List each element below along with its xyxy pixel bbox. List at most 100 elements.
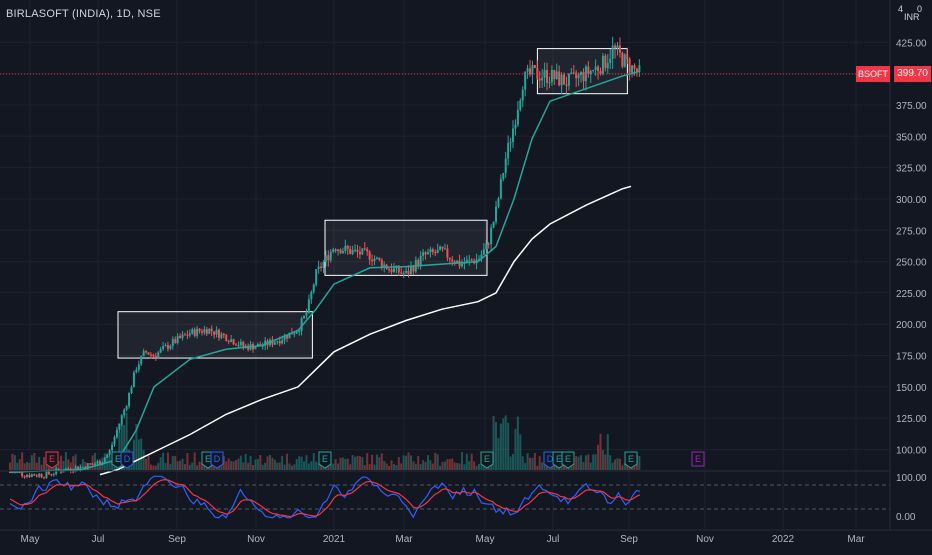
candle-body <box>130 387 133 393</box>
candle-body <box>436 249 439 254</box>
volume-bar <box>451 458 454 470</box>
candle-body <box>288 332 291 339</box>
volume-bar <box>203 464 206 470</box>
candle-body <box>356 249 359 252</box>
candle-body <box>162 346 165 350</box>
earnings-badge <box>691 451 705 467</box>
candle-body <box>599 70 602 75</box>
candle-body <box>492 221 495 228</box>
volume-bar <box>388 465 391 470</box>
volume-bar <box>307 463 310 470</box>
volume-bar <box>339 457 342 470</box>
candle-body <box>592 69 595 71</box>
volume-bar <box>137 439 140 470</box>
earnings-marker[interactable]: E <box>480 451 494 469</box>
candle-body <box>541 77 544 81</box>
volume-bar <box>614 459 617 470</box>
currency-label: INR <box>904 12 920 22</box>
volume-bar <box>256 459 259 470</box>
earnings-marker[interactable]: D <box>120 451 134 469</box>
candle-body <box>519 100 522 111</box>
volume-bar <box>346 458 349 470</box>
time-tick-label: Nov <box>247 534 265 545</box>
price-tick-label: 100.00 <box>896 446 927 457</box>
earnings-marker[interactable]: E <box>624 451 638 469</box>
volume-bar <box>521 456 524 470</box>
volume-bar <box>305 455 308 470</box>
candle-body <box>546 70 549 83</box>
candle-body <box>62 471 65 473</box>
volume-bar <box>259 454 262 470</box>
candle-body <box>531 65 534 75</box>
candle-body <box>227 340 230 342</box>
candle-body <box>271 339 274 345</box>
volume-bar <box>516 416 519 470</box>
candle-body <box>470 259 473 261</box>
volume-bar <box>456 463 459 470</box>
earnings-label: E <box>556 454 562 464</box>
candle-body <box>628 58 631 73</box>
candle-body <box>419 255 422 266</box>
candle-body <box>281 340 284 344</box>
candle-body <box>597 66 600 71</box>
candle-body <box>307 299 310 313</box>
candle-body <box>456 260 459 264</box>
candle-body <box>373 258 376 261</box>
earnings-marker[interactable]: E <box>45 451 59 469</box>
candle-body <box>363 248 366 250</box>
ticker-tag[interactable]: BSOFT <box>856 66 890 82</box>
candle-body <box>157 352 160 358</box>
volume-bar <box>329 463 332 470</box>
last-price-tag[interactable]: 399.70 <box>894 66 931 82</box>
volume-bar <box>541 462 544 470</box>
time-tick-label: May <box>21 534 40 545</box>
candle-body <box>577 74 580 79</box>
candle-body <box>174 339 177 344</box>
candle-body <box>115 429 118 438</box>
volume-bar <box>72 456 75 470</box>
candle-body <box>320 266 323 269</box>
candle-body <box>50 474 53 476</box>
consolidation-box <box>117 311 313 359</box>
volume-bar <box>135 424 138 470</box>
candle-body <box>407 270 410 274</box>
volume-bar <box>26 462 29 470</box>
volume-bar <box>188 464 191 470</box>
volume-bar <box>254 459 257 470</box>
earnings-marker[interactable]: D <box>210 451 224 469</box>
volume-bar <box>354 456 357 470</box>
volume-bar <box>67 459 70 470</box>
volume-bar <box>171 456 174 470</box>
volume-bar <box>419 464 422 470</box>
candle-body <box>242 341 245 347</box>
volume-bar <box>23 463 26 470</box>
candle-body <box>341 250 344 254</box>
candle-body <box>86 463 89 470</box>
volume-bar <box>341 457 344 470</box>
volume-bar <box>169 463 172 470</box>
candle-body <box>587 66 590 75</box>
earnings-marker[interactable]: E <box>561 451 575 469</box>
volume-bar <box>538 456 541 470</box>
volume-bar <box>426 455 429 470</box>
candle-body <box>210 328 213 332</box>
volume-bar <box>298 456 301 470</box>
volume-bar <box>191 462 194 470</box>
volume-bar <box>560 463 563 470</box>
volume-bar <box>604 454 607 470</box>
time-tick-label: Jul <box>92 534 105 545</box>
volume-bar <box>407 452 410 470</box>
candle-body <box>47 471 50 475</box>
volume-bar <box>98 465 101 470</box>
volume-bar <box>132 439 135 470</box>
candle-body <box>220 333 223 338</box>
volume-bar <box>271 457 274 470</box>
volume-bar <box>222 456 225 470</box>
candle-body <box>383 264 386 268</box>
earnings-label: E <box>205 454 211 464</box>
candle-body <box>208 328 211 334</box>
volume-bar <box>283 464 286 470</box>
earnings-marker[interactable]: E <box>318 451 332 469</box>
volume-bar <box>402 455 405 470</box>
volume-bar <box>176 461 179 470</box>
